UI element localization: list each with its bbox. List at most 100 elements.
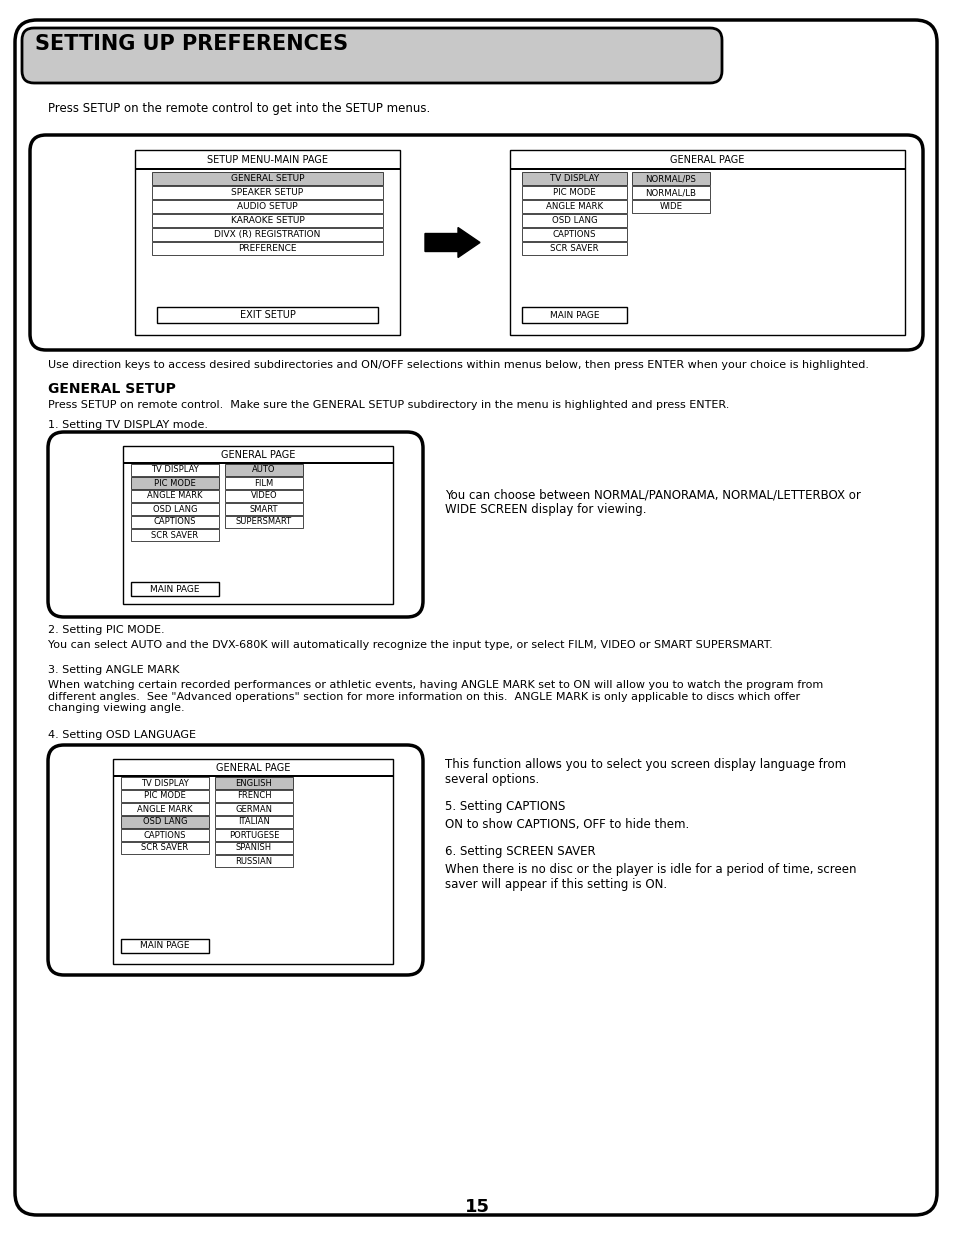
Bar	[121, 816, 209, 827]
Bar	[131, 477, 219, 489]
Bar	[121, 790, 209, 802]
Bar	[152, 228, 382, 241]
Text: ANGLE MARK: ANGLE MARK	[147, 492, 203, 500]
Bar	[631, 186, 709, 199]
Text: EXIT SETUP: EXIT SETUP	[239, 310, 295, 320]
Bar	[135, 168, 399, 169]
FancyBboxPatch shape	[48, 745, 422, 974]
Text: Press SETUP on remote control.  Make sure the GENERAL SETUP subdirectory in the : Press SETUP on remote control. Make sure…	[48, 400, 729, 410]
Bar	[225, 503, 303, 515]
Bar	[225, 477, 303, 489]
Text: OSD LANG: OSD LANG	[152, 505, 197, 514]
Text: NORMAL/LB: NORMAL/LB	[645, 188, 696, 198]
Bar	[131, 464, 219, 475]
Text: MAIN PAGE: MAIN PAGE	[549, 310, 598, 320]
Bar	[214, 803, 293, 815]
Text: Press SETUP on the remote control to get into the SETUP menus.: Press SETUP on the remote control to get…	[48, 103, 430, 115]
Bar	[131, 490, 219, 501]
Bar	[510, 149, 904, 335]
Bar	[152, 186, 382, 199]
Text: ANGLE MARK: ANGLE MARK	[137, 804, 193, 814]
FancyBboxPatch shape	[48, 432, 422, 618]
Text: 1. Setting TV DISPLAY mode.: 1. Setting TV DISPLAY mode.	[48, 420, 208, 430]
Bar	[214, 777, 293, 789]
Text: GENERAL PAGE: GENERAL PAGE	[220, 450, 294, 459]
Text: GENERAL SETUP: GENERAL SETUP	[48, 382, 175, 396]
Text: FILM: FILM	[254, 478, 274, 488]
Text: 4. Setting OSD LANGUAGE: 4. Setting OSD LANGUAGE	[48, 730, 195, 740]
Bar	[152, 172, 382, 185]
Bar	[131, 516, 219, 529]
Text: FRENCH: FRENCH	[236, 792, 271, 800]
Text: TV DISPLAY: TV DISPLAY	[151, 466, 198, 474]
Text: DIVX (R) REGISTRATION: DIVX (R) REGISTRATION	[214, 230, 320, 240]
Text: ANGLE MARK: ANGLE MARK	[545, 203, 602, 211]
Bar	[131, 582, 219, 597]
Text: CAPTIONS: CAPTIONS	[153, 517, 196, 526]
Text: This function allows you to select you screen display language from
several opti: This function allows you to select you s…	[444, 758, 845, 785]
Bar	[214, 829, 293, 841]
Text: KARAOKE SETUP: KARAOKE SETUP	[231, 216, 304, 225]
Text: GENERAL PAGE: GENERAL PAGE	[215, 763, 290, 773]
Text: SCR SAVER: SCR SAVER	[152, 531, 198, 540]
Text: SPANISH: SPANISH	[235, 844, 272, 852]
Bar	[521, 214, 626, 227]
FancyBboxPatch shape	[15, 20, 936, 1215]
Text: PORTUGESE: PORTUGESE	[229, 830, 279, 840]
Bar	[135, 149, 399, 335]
Bar	[152, 200, 382, 212]
Text: 2. Setting PIC MODE.: 2. Setting PIC MODE.	[48, 625, 165, 635]
Bar	[510, 168, 904, 169]
Bar	[214, 842, 293, 853]
Text: VIDEO: VIDEO	[251, 492, 277, 500]
Text: SUPERSMART: SUPERSMART	[235, 517, 292, 526]
Bar	[521, 308, 626, 324]
Bar	[225, 490, 303, 501]
Bar	[131, 503, 219, 515]
Bar	[521, 228, 626, 241]
Text: GENERAL PAGE: GENERAL PAGE	[670, 156, 744, 165]
Text: CAPTIONS: CAPTIONS	[552, 230, 596, 240]
Text: AUDIO SETUP: AUDIO SETUP	[237, 203, 297, 211]
Bar	[214, 816, 293, 827]
Text: Use direction keys to access desired subdirectories and ON/OFF selections within: Use direction keys to access desired sub…	[48, 359, 868, 370]
Text: OSD LANG: OSD LANG	[551, 216, 597, 225]
Text: 5. Setting CAPTIONS: 5. Setting CAPTIONS	[444, 800, 565, 813]
Bar	[121, 777, 209, 789]
Bar	[521, 186, 626, 199]
Text: PREFERENCE: PREFERENCE	[238, 245, 296, 253]
Text: ITALIAN: ITALIAN	[238, 818, 270, 826]
Bar	[631, 200, 709, 212]
Bar	[214, 790, 293, 802]
FancyBboxPatch shape	[30, 135, 923, 350]
Text: PIC MODE: PIC MODE	[154, 478, 195, 488]
Bar	[214, 855, 293, 867]
Bar	[631, 172, 709, 185]
Text: MAIN PAGE: MAIN PAGE	[150, 584, 199, 594]
Text: AUTO: AUTO	[252, 466, 275, 474]
Text: When watching certain recorded performances or athletic events, having ANGLE MAR: When watching certain recorded performan…	[48, 680, 822, 713]
Text: GENERAL SETUP: GENERAL SETUP	[231, 174, 304, 183]
Text: GERMAN: GERMAN	[235, 804, 273, 814]
Text: NORMAL/PS: NORMAL/PS	[645, 174, 696, 183]
Text: 15: 15	[464, 1198, 489, 1216]
Text: TV DISPLAY: TV DISPLAY	[549, 174, 598, 183]
Bar	[152, 242, 382, 254]
Text: PIC MODE: PIC MODE	[144, 792, 186, 800]
Bar	[121, 829, 209, 841]
Bar	[112, 776, 393, 777]
Bar	[152, 214, 382, 227]
Bar	[225, 464, 303, 475]
Text: You can choose between NORMAL/PANORAMA, NORMAL/LETTERBOX or
WIDE SCREEN display : You can choose between NORMAL/PANORAMA, …	[444, 488, 860, 516]
Bar	[121, 939, 209, 953]
Bar	[123, 446, 393, 604]
Text: WIDE: WIDE	[659, 203, 681, 211]
Bar	[112, 760, 393, 965]
Text: PIC MODE: PIC MODE	[553, 188, 596, 198]
Text: ON to show CAPTIONS, OFF to hide them.: ON to show CAPTIONS, OFF to hide them.	[444, 818, 688, 831]
Bar	[521, 242, 626, 254]
Text: SETTING UP PREFERENCES: SETTING UP PREFERENCES	[35, 35, 348, 54]
Text: CAPTIONS: CAPTIONS	[144, 830, 186, 840]
Bar	[123, 462, 393, 463]
FancyBboxPatch shape	[22, 28, 721, 83]
